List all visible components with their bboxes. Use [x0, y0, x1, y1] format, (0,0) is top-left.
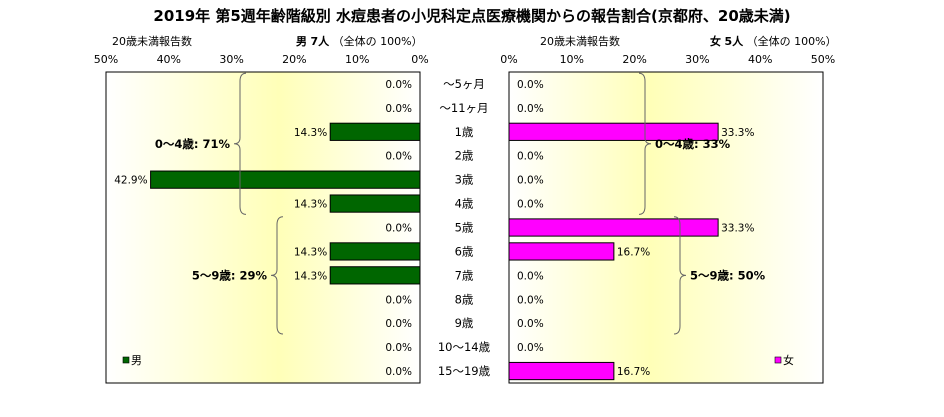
- left-plot-area: [105, 71, 421, 384]
- male-value-label: 14.3%: [294, 270, 327, 282]
- right-group-brace: [673, 216, 687, 335]
- male-value-label: 14.3%: [294, 199, 327, 211]
- right-x-tick-label: 0%: [500, 53, 517, 66]
- age-category-label: 7歳: [455, 268, 474, 282]
- male-value-label: 0.0%: [385, 318, 412, 330]
- male-value-label: 42.9%: [114, 175, 147, 187]
- right-count: 5人: [724, 35, 744, 48]
- age-category-label: 4歳: [455, 197, 474, 211]
- female-bar: [508, 361, 615, 381]
- female-value-label: 33.3%: [721, 223, 754, 235]
- male-value-label: 14.3%: [294, 127, 327, 139]
- male-value-label: 0.0%: [385, 79, 412, 91]
- age-category-label: 1歳: [455, 125, 474, 139]
- female-value-label: 0.0%: [517, 294, 544, 306]
- male-bar: [329, 194, 421, 213]
- female-value-label: 16.7%: [617, 246, 650, 258]
- left-x-tick-label: 50%: [94, 53, 118, 66]
- right-x-tick-label: 40%: [748, 53, 772, 66]
- right-sex-label: 女: [710, 35, 721, 48]
- right-x-tick-label: 20%: [622, 53, 646, 66]
- left-x-tick-label: 30%: [219, 53, 243, 66]
- right-group-label: 0～4歳: 33%: [655, 137, 731, 151]
- male-value-label: 0.0%: [385, 294, 412, 306]
- left-header-summary: 男 7人 （全体の 100%）: [296, 33, 423, 49]
- female-value-label: 0.0%: [517, 79, 544, 91]
- male-value-label: 0.0%: [385, 223, 412, 235]
- female-value-label: 0.0%: [517, 318, 544, 330]
- left-group-label: 0～4歳: 71%: [155, 137, 231, 151]
- age-category-label: 3歳: [455, 173, 474, 187]
- age-category-label: 10～14歳: [438, 340, 491, 354]
- male-legend-label: 男: [131, 354, 142, 367]
- female-value-label: 16.7%: [617, 366, 650, 378]
- right-axis-caption: 20歳未満報告数: [540, 35, 620, 48]
- left-group-brace: [270, 216, 284, 335]
- male-bar: [150, 170, 421, 189]
- right-header-summary: 女 5人 （全体の 100%）: [710, 33, 837, 49]
- left-count: 7人: [310, 35, 330, 48]
- male-value-label: 0.0%: [385, 366, 412, 378]
- left-axis-caption: 20歳未満報告数: [112, 35, 192, 48]
- age-category-label: 8歳: [455, 292, 474, 306]
- left-group-brace: [233, 72, 247, 215]
- right-total-label: （全体の 100%）: [746, 35, 837, 48]
- age-category-label: 2歳: [455, 149, 474, 163]
- age-category-label: 9歳: [455, 316, 474, 330]
- male-bar: [329, 242, 421, 261]
- male-value-label: 0.0%: [385, 342, 412, 354]
- left-x-tick-label: 0%: [411, 53, 428, 66]
- male-value-label: 0.0%: [385, 151, 412, 163]
- male-value-label: 0.0%: [385, 103, 412, 115]
- age-category-label: 15～19歳: [438, 364, 491, 378]
- age-category-label: ～5ヶ月: [443, 77, 485, 91]
- male-bar: [329, 266, 421, 285]
- chart-title: 2019年 第5週年齢階級別 水痘患者の小児科定点医療機関からの報告割合(京都府…: [153, 7, 791, 25]
- left-x-tick-label: 20%: [282, 53, 306, 66]
- female-value-label: 0.0%: [517, 199, 544, 211]
- left-x-tick-label: 10%: [345, 53, 369, 66]
- female-bar: [508, 242, 615, 261]
- female-value-label: 0.0%: [517, 175, 544, 187]
- male-bar: [329, 122, 421, 141]
- female-legend-swatch: [774, 356, 782, 364]
- left-sex-label: 男: [296, 35, 307, 48]
- right-x-tick-label: 10%: [560, 53, 584, 66]
- female-bar: [508, 122, 719, 141]
- female-value-label: 33.3%: [721, 127, 754, 139]
- age-category-label: ～11ヶ月: [439, 101, 488, 115]
- left-group-label: 5～9歳: 29%: [192, 268, 268, 282]
- left-total-label: （全体の 100%）: [332, 35, 423, 48]
- right-x-tick-label: 30%: [685, 53, 709, 66]
- right-x-tick-label: 50%: [811, 53, 835, 66]
- male-value-label: 14.3%: [294, 246, 327, 258]
- age-category-label: 6歳: [455, 244, 474, 258]
- female-value-label: 0.0%: [517, 270, 544, 282]
- female-bar: [508, 218, 719, 237]
- female-legend-label: 女: [783, 353, 794, 367]
- female-value-label: 0.0%: [517, 103, 544, 115]
- right-group-label: 5～9歳: 50%: [690, 268, 766, 282]
- age-category-label: 5歳: [455, 221, 474, 235]
- female-value-label: 0.0%: [517, 342, 544, 354]
- female-value-label: 0.0%: [517, 151, 544, 163]
- left-x-tick-label: 40%: [157, 53, 181, 66]
- male-legend-swatch: [122, 356, 130, 364]
- right-group-brace: [638, 72, 652, 215]
